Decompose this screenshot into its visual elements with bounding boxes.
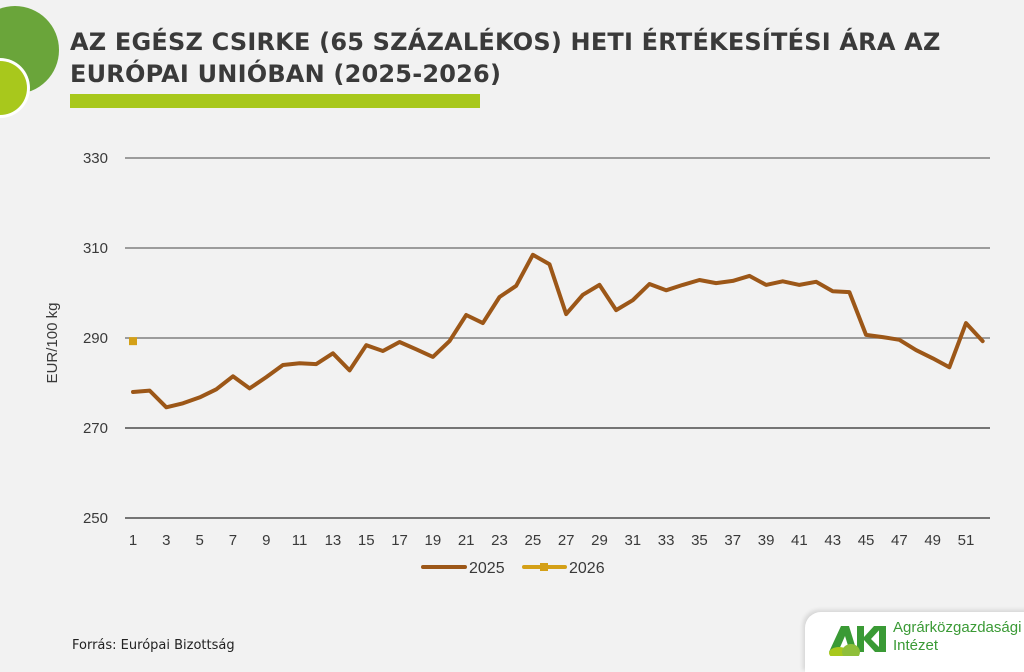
y-axis-label: EUR/100 kg [44,303,61,384]
x-tick-label: 25 [524,532,541,549]
x-tick-label: 27 [558,532,575,549]
aki-logo-icon [829,626,886,656]
logo-line-2: Intézet [893,637,939,654]
legend-item-2026: 2026 [522,560,605,577]
x-tick-label: 37 [724,532,741,549]
x-tick-label: 33 [658,532,675,549]
series-2026-marker [129,337,137,346]
legend-item-2025: 2025 [421,560,505,577]
logo-text: Agrárközgazdasági Intézet [893,619,1021,655]
x-axis-ticks: 1 3 5 7 9 11 13 15 17 19 21 23 25 27 29 31 33 35 37 39 41 43 4… [129,532,975,549]
x-tick-label: 5 [195,532,203,549]
legend-label-2025: 2025 [469,560,505,577]
x-tick-label: 9 [262,532,270,549]
y-tick-label: 310 [83,240,108,257]
aki-logo: Agrárközgazdasági Intézet [805,612,1024,672]
x-tick-label: 19 [425,532,442,549]
y-axis-ticks: 250 270 290 310 330 [83,150,108,527]
x-tick-label: 15 [358,532,375,549]
legend-label-2026: 2026 [569,560,605,577]
x-tick-label: 51 [958,532,975,549]
title-line-1: AZ EGÉSZ CSIRKE (65 SZÁZALÉKOS) HETI ÉRT… [70,28,941,56]
x-tick-label: 21 [458,532,475,549]
series-2026-markers [129,337,137,346]
x-tick-label: 23 [491,532,508,549]
x-tick-label: 1 [129,532,137,549]
x-tick-label: 39 [758,532,775,549]
x-tick-label: 29 [591,532,608,549]
x-tick-label: 7 [229,532,237,549]
x-tick-label: 47 [891,532,908,549]
x-tick-label: 3 [162,532,170,549]
series-2025-line [131,252,985,410]
y-tick-label: 250 [83,510,108,527]
x-tick-label: 35 [691,532,708,549]
decorative-circles [0,6,59,118]
source-note: Forrás: Európai Bizottság [72,638,235,653]
title-accent-bar [70,94,480,108]
y-tick-label: 330 [83,150,108,167]
x-tick-label: 43 [824,532,841,549]
y-tick-label: 270 [83,420,108,437]
x-tick-label: 13 [325,532,342,549]
gridlines [125,157,990,519]
x-tick-label: 45 [858,532,875,549]
x-tick-label: 49 [924,532,941,549]
x-tick-label: 17 [391,532,408,549]
x-tick-label: 11 [292,532,308,549]
x-tick-label: 41 [791,532,808,549]
legend: 2025 2026 [421,560,605,577]
square-marker-icon [540,563,548,571]
page-title: AZ EGÉSZ CSIRKE (65 SZÁZALÉKOS) HETI ÉRT… [70,26,970,90]
title-line-2: EURÓPAI UNIÓBAN (2025-2026) [70,60,502,88]
x-tick-label: 31 [624,532,641,549]
logo-line-1: Agrárközgazdasági [893,619,1022,636]
y-tick-label: 290 [83,330,108,347]
